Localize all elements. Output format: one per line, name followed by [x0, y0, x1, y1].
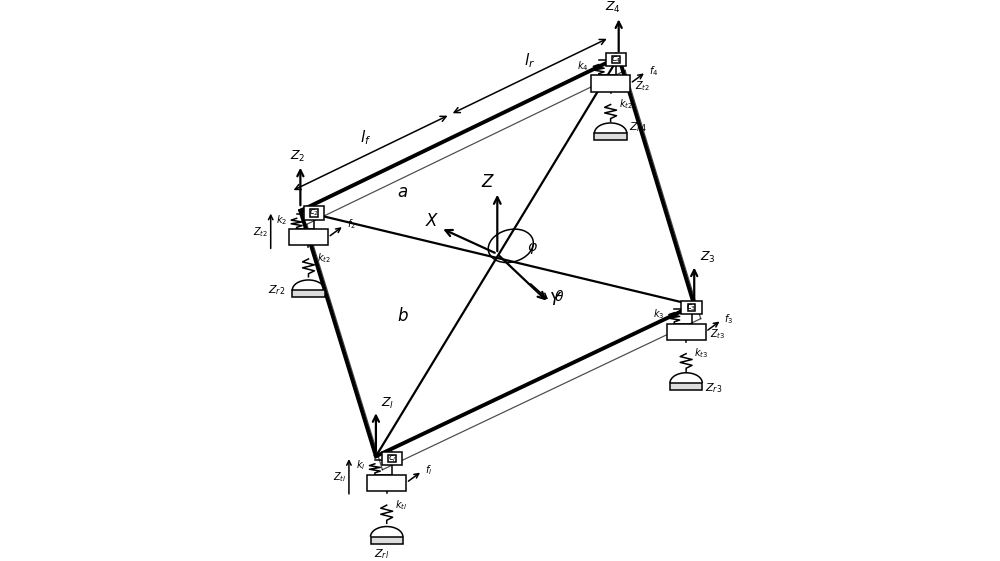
Text: a: a: [397, 183, 408, 201]
Bar: [371, 537, 403, 544]
Text: $k_{t3}$: $k_{t3}$: [694, 347, 708, 360]
Text: $k_l$: $k_l$: [356, 458, 365, 472]
Bar: [612, 56, 620, 63]
Text: $Z_{t2}$: $Z_{t2}$: [253, 225, 268, 239]
Text: $k_2$: $k_2$: [276, 213, 287, 227]
Bar: [304, 206, 324, 220]
Bar: [289, 229, 328, 246]
Bar: [591, 76, 630, 91]
Text: b: b: [397, 307, 408, 325]
Bar: [382, 452, 402, 465]
Text: $f_2$: $f_2$: [347, 218, 356, 231]
Bar: [292, 290, 325, 297]
Bar: [388, 455, 396, 462]
Text: $f_4$: $f_4$: [649, 64, 658, 77]
Text: $f_l$: $f_l$: [425, 463, 432, 477]
Text: $X$: $X$: [425, 212, 440, 230]
Bar: [594, 133, 627, 140]
Text: $k_3$: $k_3$: [653, 307, 665, 321]
Bar: [310, 209, 318, 217]
Text: $Z$: $Z$: [481, 172, 495, 191]
Bar: [688, 304, 695, 311]
Text: $Z_{r2}$: $Z_{r2}$: [268, 283, 285, 297]
Text: $Z_{tl}$: $Z_{tl}$: [333, 471, 346, 484]
Bar: [667, 324, 706, 340]
Text: $c_2$: $c_2$: [309, 208, 319, 218]
Text: $k_{t2}$: $k_{t2}$: [619, 97, 633, 111]
Text: $f_3$: $f_3$: [724, 312, 734, 326]
Text: $c_3$: $c_3$: [686, 302, 697, 313]
Text: $Z_{t2}$: $Z_{t2}$: [635, 80, 650, 93]
Bar: [681, 301, 702, 314]
Text: $Z_4$: $Z_4$: [605, 0, 621, 15]
Bar: [670, 383, 702, 390]
Bar: [606, 53, 626, 66]
Text: $k_4$: $k_4$: [577, 59, 589, 73]
Text: $Z_3$: $Z_3$: [700, 250, 715, 265]
Text: $Z_{r4}$: $Z_{r4}$: [629, 121, 647, 134]
Text: $Z_{rl}$: $Z_{rl}$: [374, 548, 389, 561]
Text: $k_{tl}$: $k_{tl}$: [395, 498, 407, 512]
Text: $\theta$: $\theta$: [554, 289, 564, 305]
Bar: [367, 475, 406, 491]
Text: $Z_{r3}$: $Z_{r3}$: [705, 381, 722, 395]
Text: $l_f$: $l_f$: [360, 128, 371, 147]
Text: $c_4$: $c_4$: [611, 54, 621, 65]
Text: $l_r$: $l_r$: [524, 51, 535, 70]
Text: $\varphi$: $\varphi$: [527, 241, 538, 256]
Text: $c_l$: $c_l$: [388, 453, 396, 464]
Text: $Z_{t3}$: $Z_{t3}$: [710, 328, 726, 341]
Text: $k_{t2}$: $k_{t2}$: [317, 252, 330, 265]
Text: $Z_2$: $Z_2$: [290, 149, 305, 164]
Text: $Y$: $Y$: [549, 291, 562, 309]
Text: $Z_l$: $Z_l$: [381, 396, 395, 411]
